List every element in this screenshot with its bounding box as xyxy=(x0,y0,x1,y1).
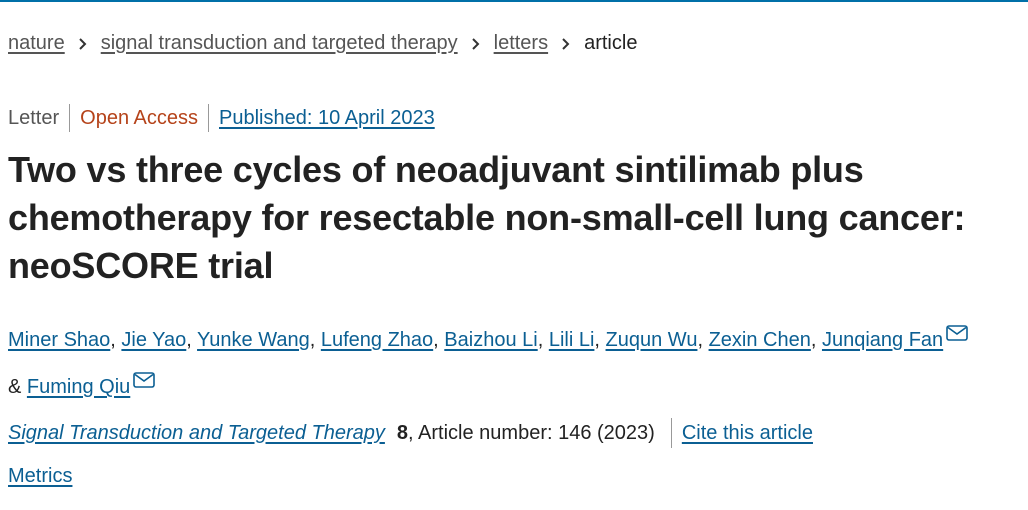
author-separator: , xyxy=(309,329,321,351)
breadcrumb-current: article xyxy=(584,31,638,54)
metrics-link[interactable]: Metrics xyxy=(8,465,73,487)
breadcrumb-nature[interactable]: nature xyxy=(8,31,65,54)
article-title: Two vs three cycles of neoadjuvant sinti… xyxy=(8,149,966,286)
author-link[interactable]: Junqiang Fan xyxy=(821,329,944,351)
author-link[interactable]: Zexin Chen xyxy=(708,329,811,351)
author-link[interactable]: Yunke Wang xyxy=(197,329,310,351)
author-separator: , xyxy=(594,329,606,351)
cite-article-link[interactable]: Cite this article xyxy=(681,421,813,444)
chevron-right-icon xyxy=(458,30,494,56)
author-conjunction: & xyxy=(8,376,22,398)
breadcrumb-letters[interactable]: letters xyxy=(493,31,549,54)
breadcrumb-journal[interactable]: signal transduction and targeted therapy xyxy=(100,31,458,54)
volume-number: 8 xyxy=(396,421,409,444)
citation-divider xyxy=(670,418,672,448)
author-link[interactable]: Lili Li xyxy=(548,329,595,351)
author-link[interactable]: Baizhou Li xyxy=(444,329,538,351)
breadcrumb: nature signal transduction and targeted … xyxy=(8,30,637,56)
meta-divider xyxy=(208,104,209,132)
author-list: Miner Shao, Jie Yao, Yunke Wang, Lufeng … xyxy=(8,314,1023,408)
citation-row: Signal Transduction and Targeted Therapy… xyxy=(8,418,813,448)
chevron-right-icon xyxy=(65,30,101,56)
open-access-badge: Open Access xyxy=(80,107,198,129)
author-link[interactable]: Miner Shao xyxy=(8,329,111,351)
published-date-link[interactable]: Published: 10 April 2023 xyxy=(219,107,435,129)
author-separator: , xyxy=(110,329,122,351)
article-meta: Letter Open Access Published: 10 April 2… xyxy=(8,104,445,132)
header-accent-rule xyxy=(0,0,1028,2)
author-separator: , xyxy=(186,329,198,351)
author-separator: , xyxy=(537,329,549,351)
meta-divider xyxy=(69,104,71,132)
article-number: , Article number: 146 (2023) xyxy=(408,421,655,444)
author-link[interactable]: Jie Yao xyxy=(121,329,187,351)
author-separator: , xyxy=(810,329,822,351)
mail-icon[interactable] xyxy=(946,314,968,356)
article-type: Letter xyxy=(8,107,60,129)
author-link[interactable]: Fuming Qiu xyxy=(26,376,131,398)
mail-icon[interactable] xyxy=(133,361,156,403)
journal-link[interactable]: Signal Transduction and Targeted Therapy xyxy=(8,421,385,444)
author-separator: , xyxy=(697,329,709,351)
chevron-right-icon xyxy=(548,30,584,56)
author-separator: , xyxy=(433,329,445,351)
author-link[interactable]: Zuqun Wu xyxy=(605,329,698,351)
author-link[interactable]: Lufeng Zhao xyxy=(320,329,434,351)
